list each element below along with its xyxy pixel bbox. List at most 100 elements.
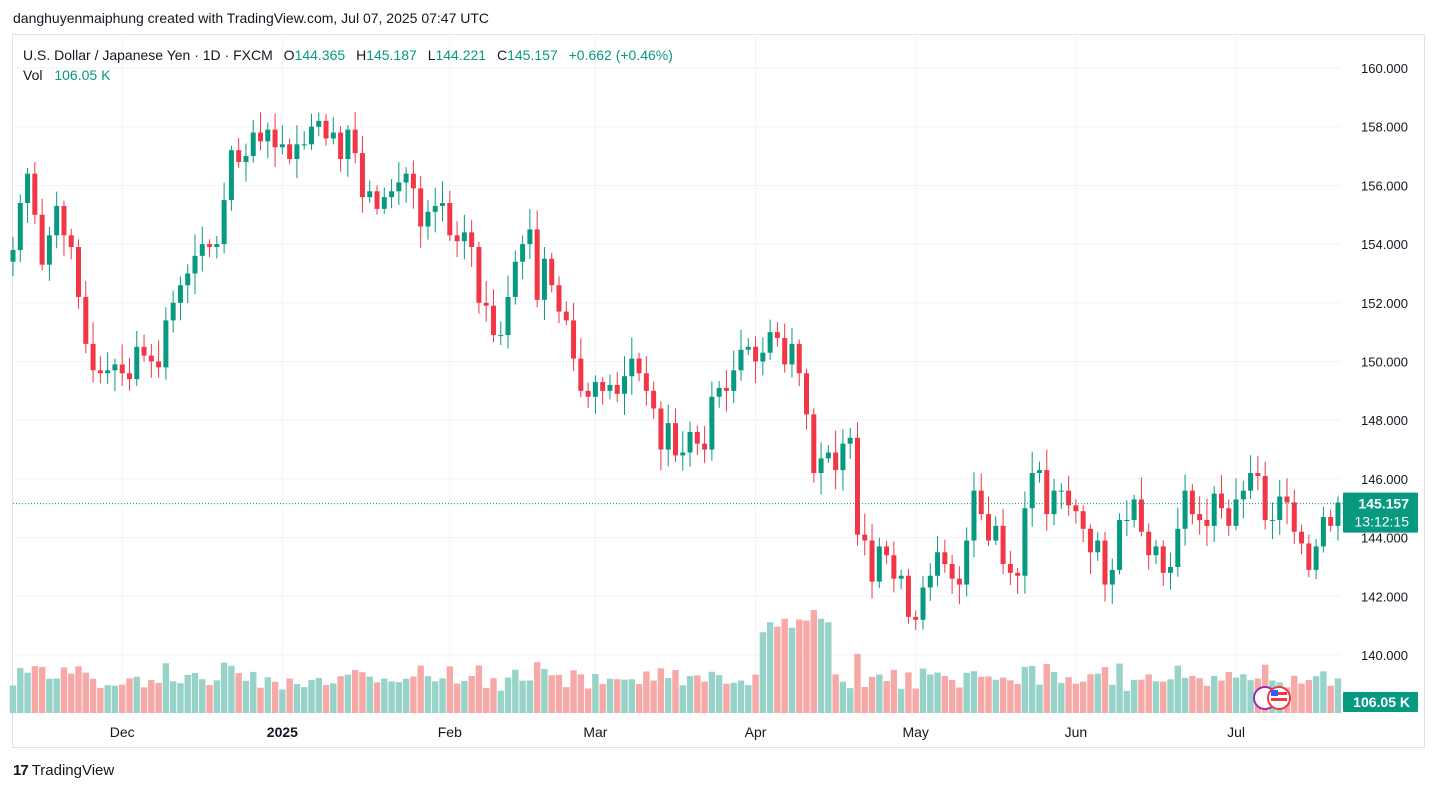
candle-body xyxy=(694,431,700,444)
volume-bar xyxy=(68,673,75,713)
volume-bar xyxy=(592,674,599,713)
volume-bar xyxy=(701,681,708,713)
volume-bar xyxy=(832,674,839,713)
candle-body xyxy=(1022,508,1028,576)
candle-body xyxy=(643,373,649,391)
volume-bar xyxy=(1014,683,1021,713)
candle-body xyxy=(1095,540,1101,553)
candle-body xyxy=(702,443,708,450)
volume-bar xyxy=(439,678,446,713)
time-tick-label: May xyxy=(902,724,928,740)
low-value: 144.221 xyxy=(435,47,487,63)
last-price-badge xyxy=(1343,492,1418,533)
overlays: 145.157 13:12:15 106.05 K xyxy=(13,492,1418,712)
candle-body xyxy=(709,396,715,450)
price-axis: 140.000 142.000 144.000 146.000 148.000 150.0… xyxy=(1361,61,1408,663)
candle-body xyxy=(1248,473,1254,491)
volume-bar xyxy=(1240,674,1247,713)
candle-body xyxy=(1306,543,1312,570)
candle-body xyxy=(862,534,868,541)
volume-bar xyxy=(694,675,701,713)
low-label: L xyxy=(427,47,436,63)
candle-body xyxy=(884,546,890,556)
candle-body xyxy=(141,346,147,356)
volume-bar xyxy=(927,674,934,713)
candle-body xyxy=(1102,540,1108,585)
candle-body xyxy=(585,390,591,397)
candle-body xyxy=(483,302,489,306)
volume-bar xyxy=(796,619,803,713)
volume-bar xyxy=(140,687,148,713)
volume-bar xyxy=(752,674,759,713)
candle-body xyxy=(541,258,547,300)
volume-bar xyxy=(359,672,366,713)
candle-body xyxy=(214,244,220,248)
volume-bar xyxy=(1312,676,1320,713)
candle-body xyxy=(512,261,518,297)
candle-body xyxy=(527,229,533,245)
price-tick-label: 160.000 xyxy=(1361,61,1408,76)
volume-bar xyxy=(1167,679,1174,713)
candle-body xyxy=(156,361,162,368)
volume-bar xyxy=(868,676,876,713)
candle-body xyxy=(1146,531,1152,556)
volume-badge xyxy=(1343,692,1418,712)
volume-bar xyxy=(293,683,301,713)
candle-body xyxy=(1015,572,1021,576)
volume-bar xyxy=(533,662,541,713)
volume-bar xyxy=(570,670,577,713)
candle-body xyxy=(199,244,205,256)
volume-bar xyxy=(737,680,745,713)
candle-body xyxy=(287,144,293,159)
volume-bar xyxy=(490,678,497,713)
candle-body xyxy=(534,229,540,300)
time-tick-label: 2025 xyxy=(267,724,298,740)
volume-bar xyxy=(839,681,847,713)
candle-body xyxy=(119,364,125,374)
candle-body xyxy=(308,126,314,145)
candle-body xyxy=(76,247,82,297)
candle-body xyxy=(1335,502,1341,526)
time-tick-label: Jun xyxy=(1065,724,1088,740)
volume-bar xyxy=(1196,678,1203,713)
candle-body xyxy=(782,338,788,365)
candle-body xyxy=(207,244,213,248)
candle-body xyxy=(112,364,118,371)
change-value: +0.662 (+0.46%) xyxy=(568,47,673,63)
volume-bar xyxy=(271,681,279,713)
volume-bar xyxy=(337,676,344,713)
volume-bar xyxy=(206,684,213,713)
candle-body xyxy=(1211,493,1217,526)
candle-body xyxy=(1240,490,1246,500)
candle-body xyxy=(964,540,970,585)
volume-bar xyxy=(563,687,570,713)
volume-bar xyxy=(1174,665,1181,713)
volume-bar xyxy=(279,689,286,713)
tradingview-logo[interactable]: 17 TradingView xyxy=(13,762,114,779)
candle-body xyxy=(54,205,60,236)
candle-body xyxy=(1000,525,1006,565)
volume-bar xyxy=(483,687,490,713)
candle-body xyxy=(228,150,234,201)
candle-body xyxy=(891,555,897,579)
volume-bar xyxy=(978,676,985,713)
volume-bar xyxy=(461,680,468,713)
volume-bar xyxy=(555,674,563,713)
candle-body xyxy=(1066,490,1072,506)
volume-bar xyxy=(1021,666,1029,713)
volume-bar xyxy=(417,665,424,713)
volume-bar xyxy=(876,674,883,713)
volume-bar xyxy=(1181,677,1189,713)
candle-body xyxy=(1226,508,1232,526)
candle-body xyxy=(1269,519,1275,521)
volume-bar xyxy=(1152,681,1160,713)
volume-bar xyxy=(432,681,439,713)
volume-bar xyxy=(635,684,643,713)
volume-bar xyxy=(715,675,723,713)
candle-body xyxy=(592,382,598,397)
candle-body xyxy=(10,249,16,262)
volume-bar xyxy=(75,666,82,713)
candle-body xyxy=(723,387,729,391)
candle-body xyxy=(389,191,395,198)
